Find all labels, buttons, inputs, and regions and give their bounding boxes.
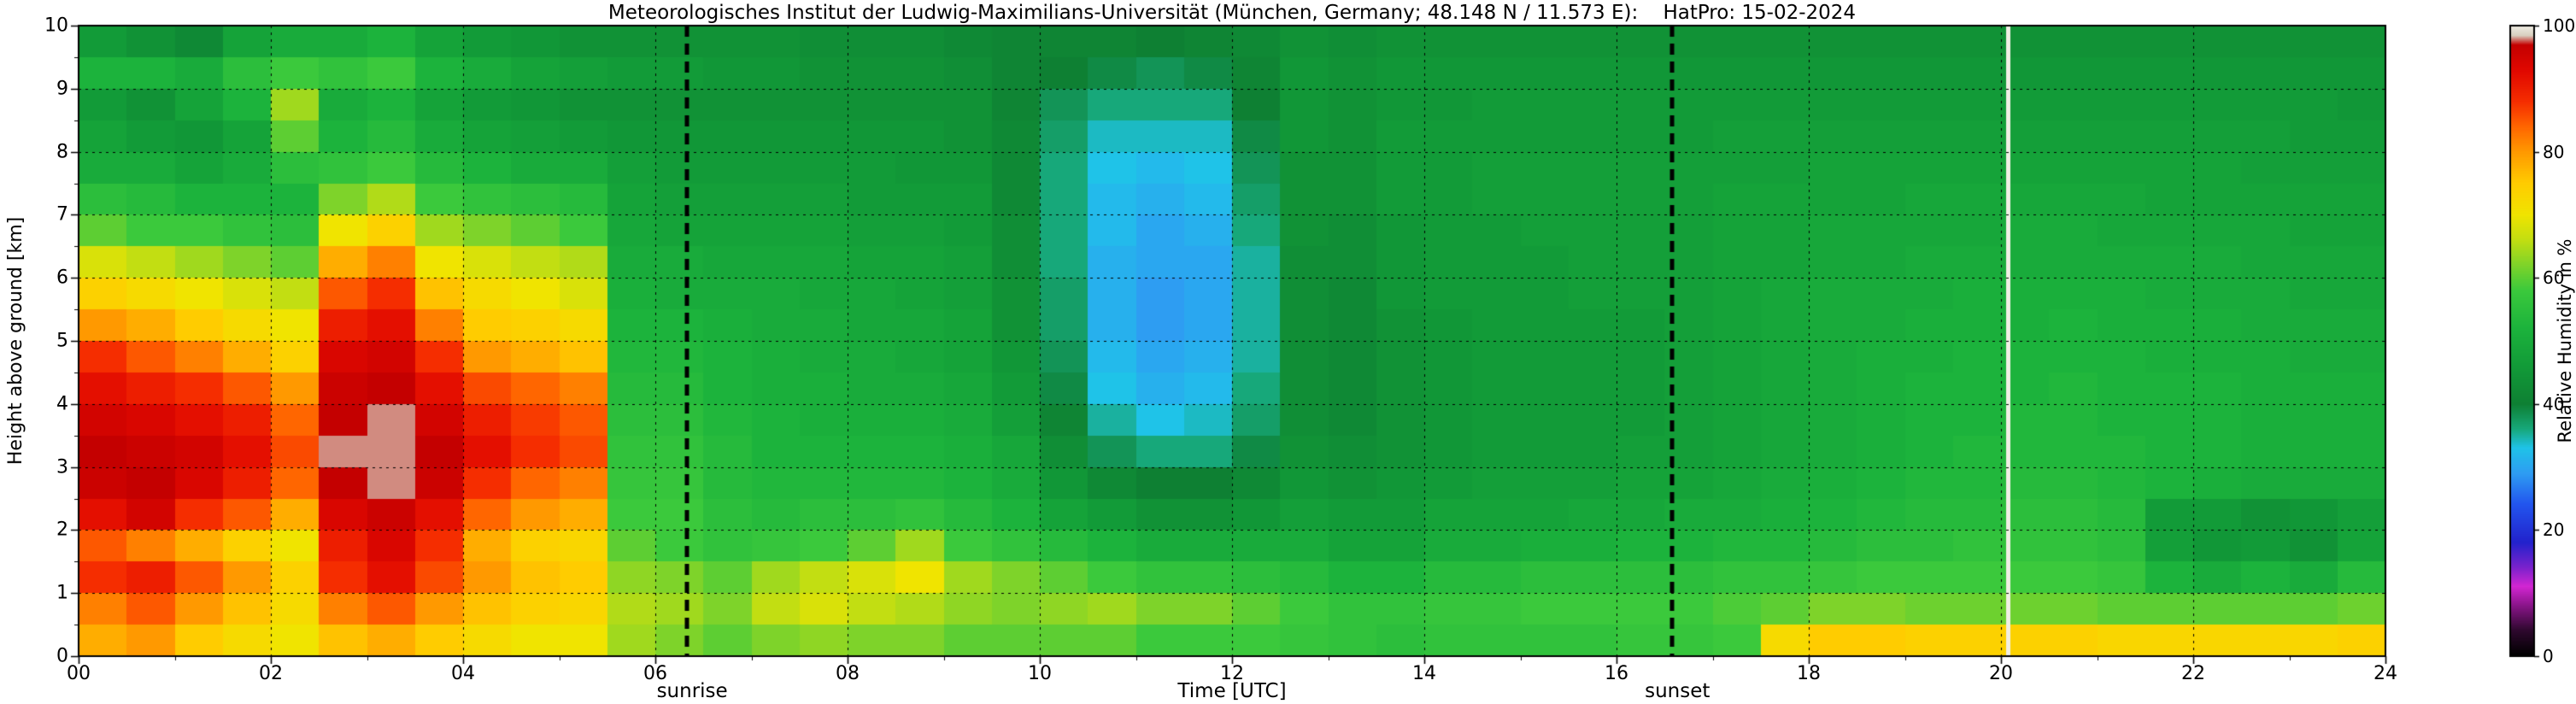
colorbar-tick-label: 100	[2543, 15, 2576, 36]
x-tick-label: 00	[67, 663, 91, 684]
colorbar-tick-label: 40	[2543, 393, 2565, 414]
colorbar-tick-label: 0	[2543, 646, 2554, 666]
x-tick-label: 08	[836, 663, 860, 684]
y-tick-label: 4	[56, 393, 68, 415]
y-tick-label: 3	[56, 456, 68, 478]
y-tick-label: 10	[44, 15, 68, 37]
y-tick-label: 5	[56, 330, 68, 352]
colorbar	[2510, 26, 2534, 656]
sunset-annotation: sunset	[1645, 680, 1710, 702]
x-tick-label: 18	[1797, 663, 1821, 684]
x-tick-label: 02	[259, 663, 283, 684]
colorbar-tick-label: 60	[2543, 267, 2565, 289]
figure-title: Meteorologisches Institut der Ludwig-Max…	[607, 2, 1857, 24]
x-tick-label: 22	[2181, 663, 2205, 684]
x-axis-label: Time [UTC]	[1177, 680, 1287, 702]
plot-area	[79, 26, 2385, 656]
x-tick-label: 14	[1412, 663, 1436, 684]
x-tick-label: 24	[2374, 663, 2397, 684]
y-tick-label: 8	[56, 141, 68, 163]
x-tick-label: 10	[1028, 663, 1052, 684]
colorbar-tick-label: 80	[2543, 141, 2565, 162]
y-tick-label: 9	[56, 78, 68, 100]
y-tick-label: 1	[56, 582, 68, 604]
y-axis-label: Height above ground [km]	[5, 216, 26, 466]
x-tick-label: 04	[451, 663, 475, 684]
y-tick-label: 2	[56, 519, 68, 541]
sunrise-annotation: sunrise	[656, 680, 728, 702]
x-tick-label: 20	[1989, 663, 2013, 684]
x-tick-label: 06	[643, 663, 667, 684]
colorbar-tick-label: 20	[2543, 519, 2565, 541]
y-tick-label: 7	[56, 203, 68, 226]
x-tick-label: 12	[1220, 663, 1244, 684]
y-tick-label: 0	[56, 645, 68, 667]
y-tick-label: 6	[56, 267, 68, 289]
x-tick-label: 16	[1605, 663, 1628, 684]
